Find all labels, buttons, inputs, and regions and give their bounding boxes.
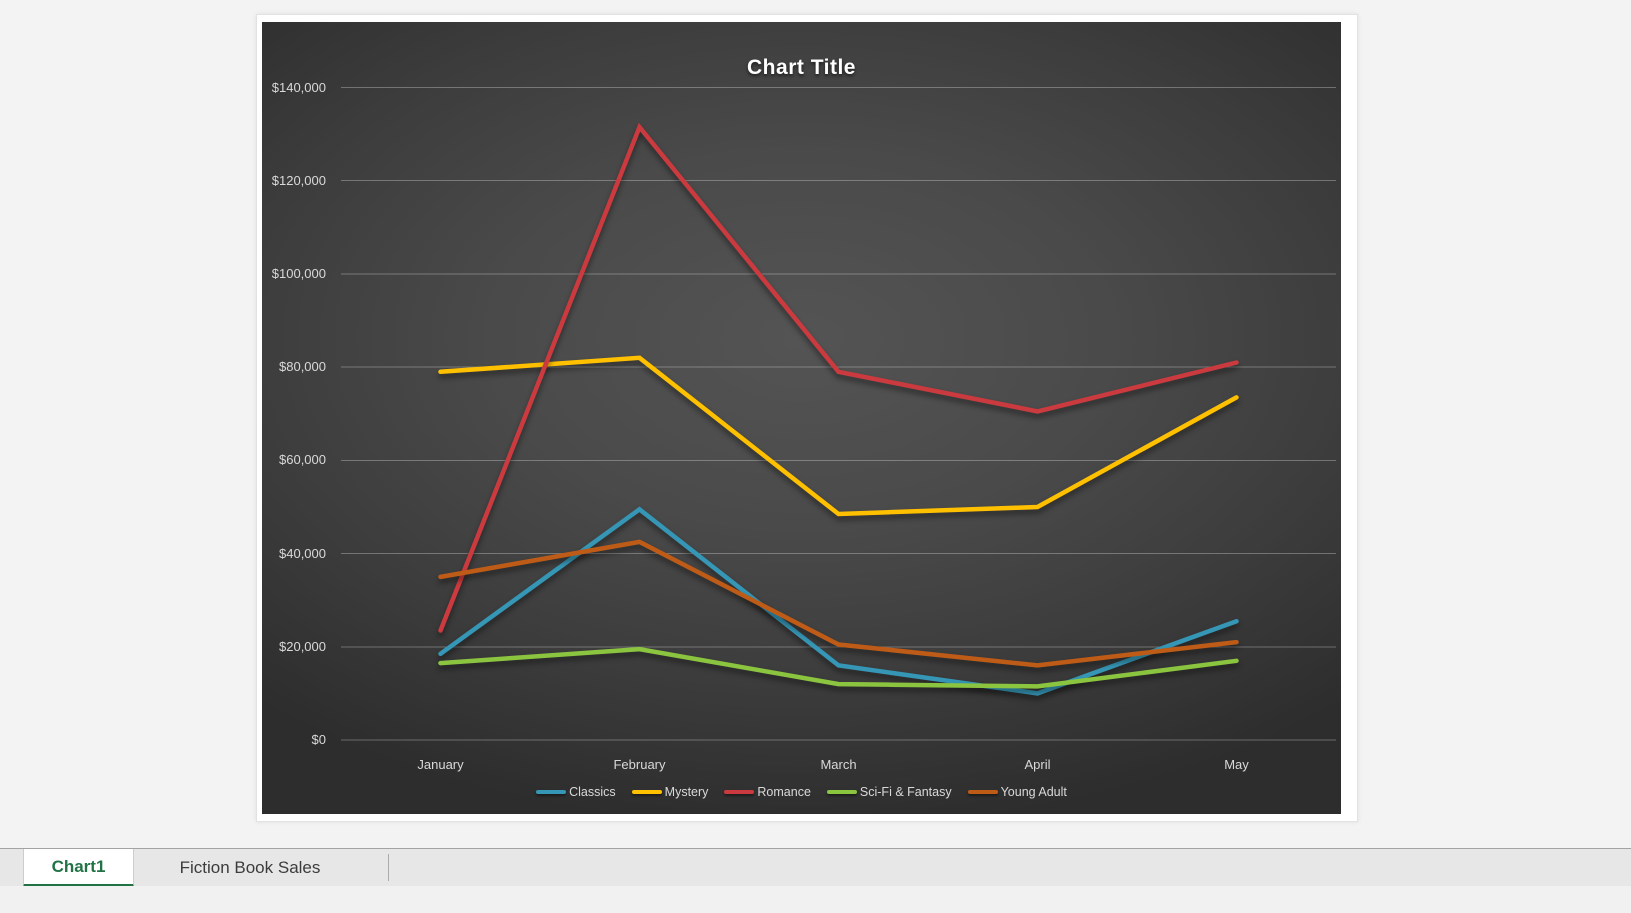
x-tick-label: April <box>1024 757 1051 772</box>
x-axis-labels: January February March April May <box>262 757 1341 775</box>
y-tick-label: $120,000 <box>271 172 326 188</box>
sheet-tab-label: Chart1 <box>51 856 106 876</box>
legend-swatch-icon <box>967 789 998 795</box>
legend-swatch-icon <box>536 789 567 795</box>
legend-swatch-icon <box>631 789 662 795</box>
tab-separator <box>388 854 389 881</box>
legend-label: Classics <box>569 785 616 799</box>
legend-swatch-icon <box>826 789 857 795</box>
x-tick-label: March <box>820 757 857 772</box>
series-line-young-adult[interactable] <box>438 539 1239 668</box>
y-tick-label: $40,000 <box>279 545 326 561</box>
chart-sheet: Chart Title $0 $20,000 $40,000 $60,000 $80,0… <box>256 14 1358 822</box>
series-line-romance[interactable] <box>438 122 1239 633</box>
bottom-band <box>0 886 1631 913</box>
legend-item-romance[interactable]: Romance <box>724 785 811 799</box>
chart-title[interactable]: Chart Title <box>747 56 856 79</box>
legend-swatch-icon <box>724 789 755 795</box>
x-tick-label: February <box>613 757 666 772</box>
y-tick-label: $60,000 <box>279 452 326 468</box>
series-line-sci-fi-fantasy[interactable] <box>438 646 1239 689</box>
chart-canvas[interactable]: Chart Title $0 $20,000 $40,000 $60,000 $80,0… <box>262 22 1341 814</box>
legend-item-young-adult[interactable]: Young Adult <box>967 785 1067 799</box>
x-tick-label: May <box>1224 757 1249 772</box>
legend-item-mystery[interactable]: Mystery <box>631 785 709 799</box>
y-tick-label: $20,000 <box>279 638 326 654</box>
y-tick-label: $0 <box>311 732 326 747</box>
legend-item-classics[interactable]: Classics <box>536 785 616 799</box>
y-tick-label: $80,000 <box>279 359 326 375</box>
y-axis-labels: $0 $20,000 $40,000 $60,000 $80,000 $100,000 $1… <box>262 22 326 814</box>
line-plot <box>341 87 1336 741</box>
legend-label: Young Adult <box>1000 785 1067 799</box>
series-line-mystery[interactable] <box>438 355 1239 517</box>
series-line-classics[interactable] <box>438 506 1239 696</box>
y-tick-label: $100,000 <box>271 265 326 281</box>
chart-legend: Classics Mystery Romance Sci-Fi & Fantasy Yo… <box>262 785 1341 799</box>
sheet-tab-chart1[interactable]: Chart1 <box>23 849 134 887</box>
sheet-tab-bar: Chart1 Fiction Book Sales <box>0 848 1631 887</box>
sheet-tab-fiction-book-sales[interactable]: Fiction Book Sales <box>135 849 365 887</box>
x-tick-label: January <box>417 757 464 772</box>
y-tick-label: $140,000 <box>271 79 326 95</box>
legend-item-sci-fi-fantasy[interactable]: Sci-Fi & Fantasy <box>826 785 952 799</box>
legend-label: Romance <box>757 785 811 799</box>
sheet-tab-label: Fiction Book Sales <box>179 858 321 877</box>
legend-label: Mystery <box>664 785 709 799</box>
legend-label: Sci-Fi & Fantasy <box>859 785 952 799</box>
